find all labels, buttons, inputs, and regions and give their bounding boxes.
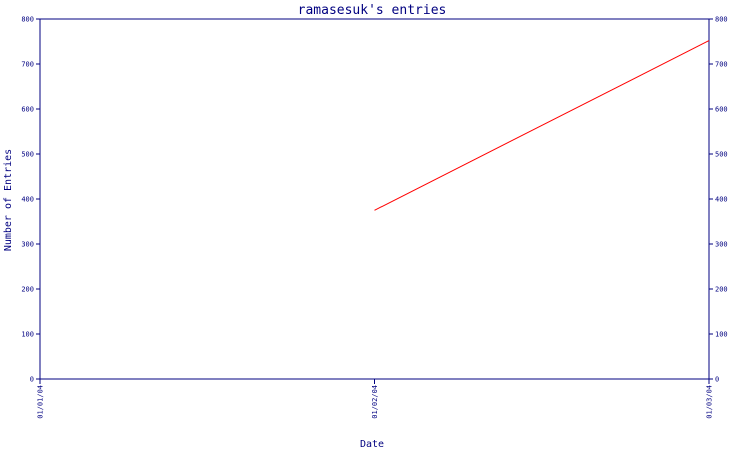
y-tick-right-label: 200 xyxy=(715,286,728,294)
y-tick-left-label: 600 xyxy=(21,106,34,114)
plot-frame xyxy=(39,18,710,380)
y-tick-left-label: 400 xyxy=(21,196,34,204)
y-tick-left-label: 300 xyxy=(21,241,34,249)
y-tick-right-label: 400 xyxy=(715,196,728,204)
y-tick-right-label: 600 xyxy=(715,106,728,114)
series-line-0 xyxy=(374,40,710,211)
y-tick-left-label: 500 xyxy=(21,151,34,159)
chart-title: ramasesuk's entries xyxy=(298,3,447,18)
y-tick-right-label: 0 xyxy=(715,376,719,384)
x-tick-label: 01/02/04 xyxy=(371,385,379,419)
x-axis: 01/01/04 01/02/04 01/03/04 xyxy=(37,379,714,419)
x-tick-label: 01/03/04 xyxy=(706,385,714,419)
x-axis-label: Date xyxy=(360,439,384,450)
y-tick-right-label: 800 xyxy=(715,16,728,24)
y-tick-left-label: 0 xyxy=(30,376,34,384)
y-tick-left-label: 700 xyxy=(21,61,34,69)
y-axis-label: Number of Entries xyxy=(3,149,14,251)
y-tick-right-label: 100 xyxy=(715,331,728,339)
y-tick-left-label: 100 xyxy=(21,331,34,339)
y-axis-right: 0 100 200 300 400 500 600 700 800 xyxy=(709,16,728,384)
y-tick-left-label: 800 xyxy=(21,16,34,24)
series-group xyxy=(374,40,710,211)
x-tick-label: 01/01/04 xyxy=(37,385,45,419)
y-axis-left: 0 100 200 300 400 500 600 700 800 xyxy=(21,16,40,384)
y-tick-right-label: 700 xyxy=(715,61,728,69)
y-tick-right-label: 300 xyxy=(715,241,728,249)
y-tick-left-label: 200 xyxy=(21,286,34,294)
y-tick-right-label: 500 xyxy=(715,151,728,159)
